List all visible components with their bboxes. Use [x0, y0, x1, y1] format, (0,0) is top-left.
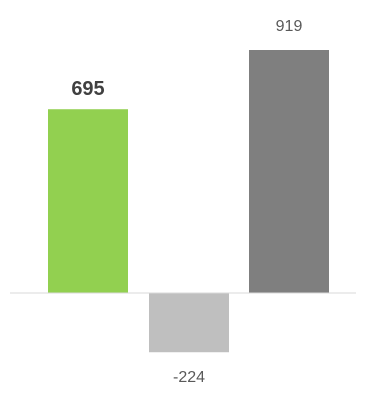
data-label-2: -224 — [173, 369, 205, 386]
bar-3 — [249, 50, 329, 293]
bar-2 — [149, 293, 229, 353]
data-labels-group: 695 -224 919 — [71, 18, 302, 386]
bars-group — [48, 50, 329, 353]
bar-1 — [48, 109, 128, 293]
data-label-1: 695 — [71, 78, 104, 100]
data-label-3: 919 — [276, 18, 303, 35]
